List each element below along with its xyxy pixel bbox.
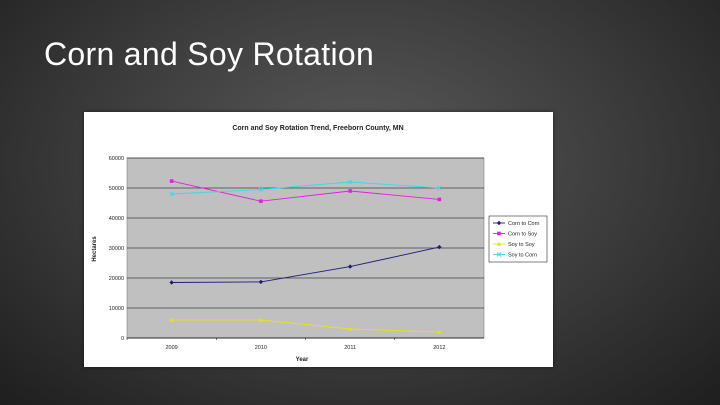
series-line-corn-to-corn (171, 246, 440, 283)
y-tick-label: 30000 (109, 246, 124, 252)
data-point-soy-to-soy (347, 326, 353, 331)
data-point-corn-to-corn (437, 244, 442, 250)
data-point-corn-to-corn (347, 264, 353, 269)
data-point-corn-to-soy (437, 197, 442, 202)
marker-stroke (347, 179, 353, 185)
marker-stroke (258, 187, 264, 192)
slide-title: Corn and Soy Rotation (44, 36, 375, 72)
data-point-corn-to-soy (169, 179, 174, 183)
legend-marker (497, 231, 501, 236)
marker-stroke (437, 185, 442, 191)
data-point-soy-to-corn (437, 185, 442, 191)
legend-entry: Soy to Soy (508, 242, 535, 248)
x-tick-label: 2011 (344, 345, 356, 351)
y-tick-label: 10000 (109, 306, 124, 312)
series-line-soy-to-corn (171, 181, 440, 195)
data-point-corn-to-corn (258, 279, 264, 285)
data-point-corn-to-soy (259, 199, 263, 203)
x-tick-label: 2012 (433, 345, 445, 351)
y-axis-label: Hectares (92, 236, 98, 262)
y-tick-label: 0 (121, 336, 124, 342)
data-point-soy-to-soy (437, 329, 442, 334)
y-tick-label: 60000 (109, 156, 124, 162)
data-point-soy-to-corn (258, 187, 264, 192)
line-chart: Corn and Soy Rotation Trend, Freeborn Co… (92, 125, 548, 363)
data-point-soy-to-corn (169, 191, 174, 197)
legend-marker (496, 252, 502, 257)
data-point-soy-to-soy (258, 317, 264, 322)
legend-entry: Soy to Corn (508, 253, 537, 259)
x-tick-label: 2010 (255, 345, 267, 351)
series-line-corn-to-soy (171, 180, 440, 202)
chart-frame: Corn and Soy Rotation Trend, Freeborn Co… (84, 112, 553, 367)
legend-entry: Corn to Soy (508, 232, 537, 238)
legend-entry: Corn to Corn (508, 221, 540, 227)
marker-stroke (496, 252, 502, 257)
x-tick-label: 2009 (166, 345, 178, 351)
legend-marker (496, 241, 502, 246)
marker-stroke (169, 191, 174, 197)
chart-title: Corn and Soy Rotation Trend, Freeborn Co… (232, 125, 403, 132)
data-point-soy-to-corn (347, 179, 353, 185)
data-point-soy-to-soy (169, 317, 174, 322)
series-line-soy-to-soy (171, 319, 440, 333)
y-tick-label: 50000 (109, 186, 124, 192)
data-point-corn-to-corn (169, 280, 174, 285)
y-tick-label: 20000 (109, 276, 124, 282)
x-axis-label: Year (296, 357, 309, 363)
y-tick-label: 40000 (109, 216, 124, 222)
data-point-corn-to-soy (348, 189, 352, 193)
